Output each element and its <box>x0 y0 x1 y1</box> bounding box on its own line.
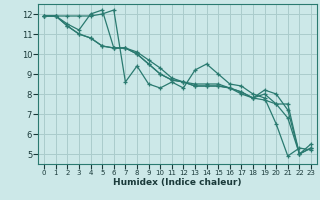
X-axis label: Humidex (Indice chaleur): Humidex (Indice chaleur) <box>113 178 242 187</box>
